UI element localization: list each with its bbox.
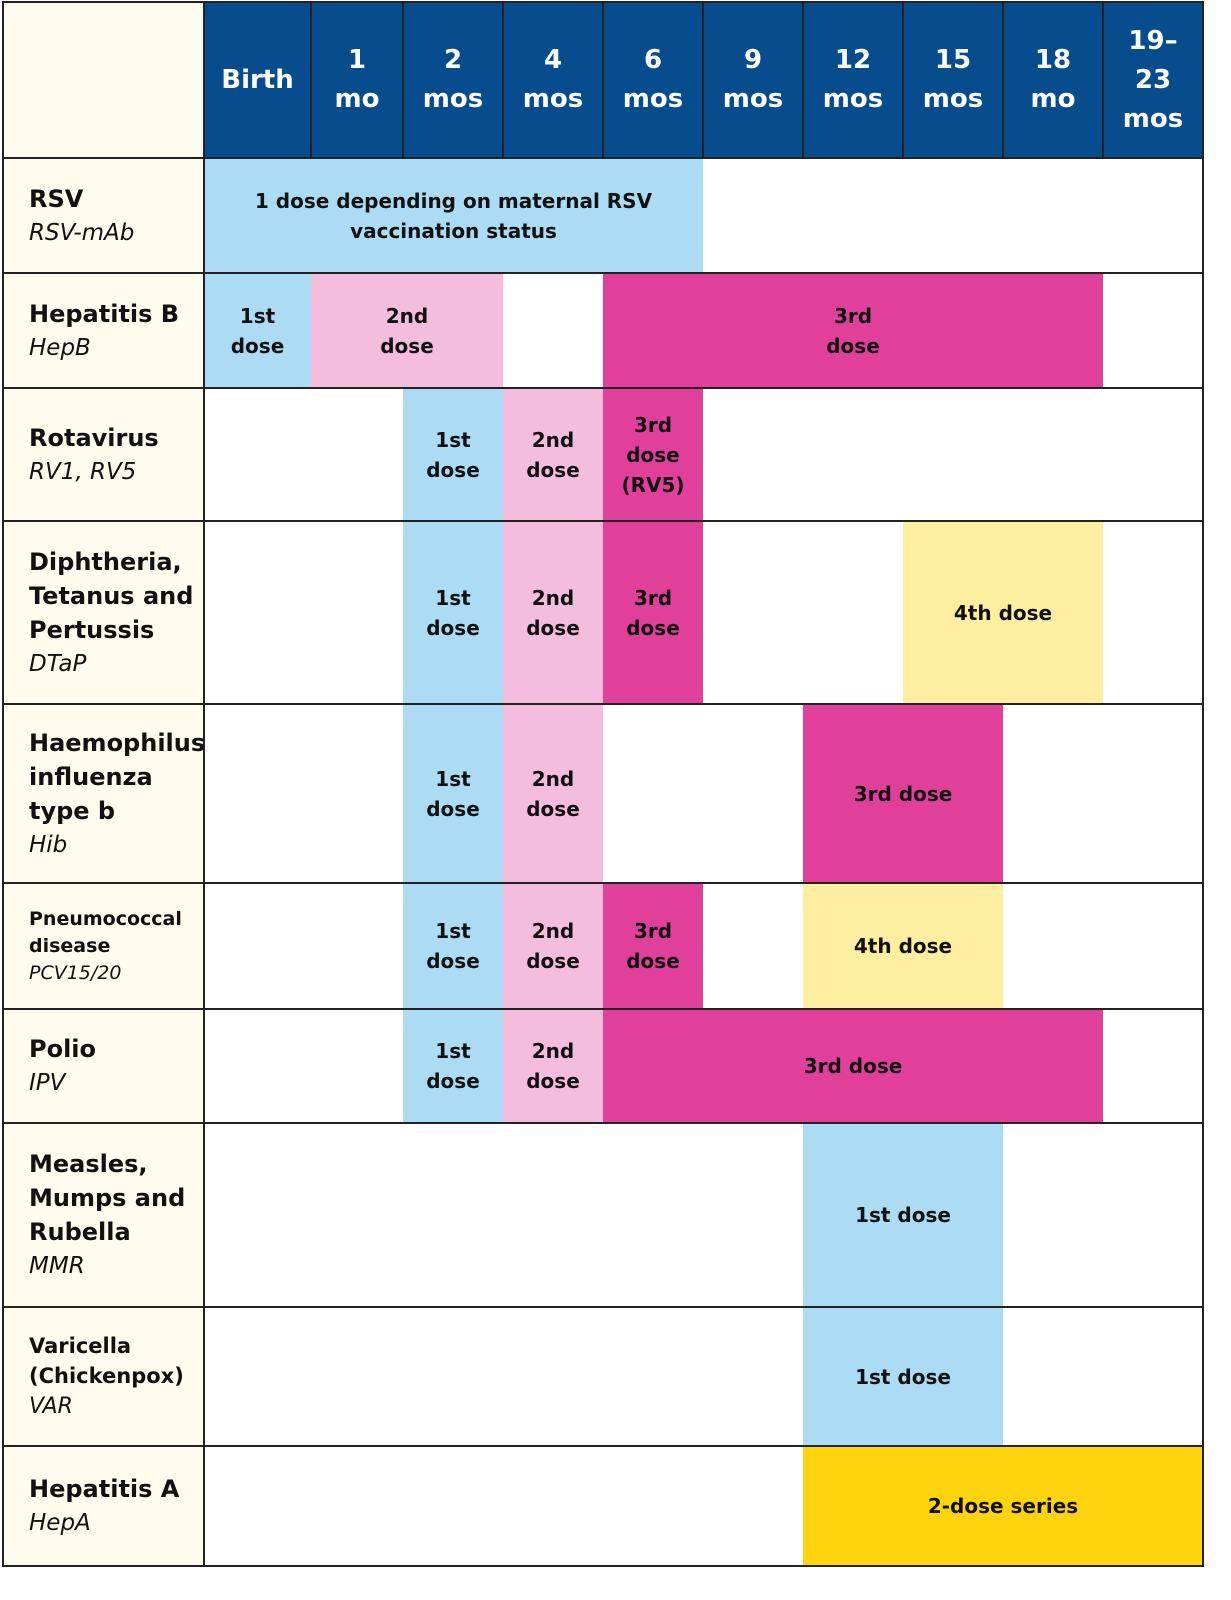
- row-divider: [3, 882, 1204, 884]
- vaccine-abbreviation: DTaP: [29, 650, 87, 677]
- column-header-8: 18 mo: [1003, 2, 1103, 158]
- vaccine-name: Hepatitis B: [29, 299, 180, 328]
- header-column-divider: [802, 1, 804, 159]
- vaccine-label: Haemophilus influenza type b Hib: [4, 704, 206, 883]
- dose-bar: 1st dose: [204, 273, 311, 388]
- row-divider: [3, 1445, 1204, 1447]
- row-divider: [3, 520, 1204, 522]
- header-column-divider: [402, 1, 404, 159]
- vaccine-abbreviation: PCV15/20: [29, 961, 122, 984]
- vaccine-label: Diphtheria, Tetanus and Pertussis DTaP: [4, 521, 204, 704]
- vaccine-abbreviation: MMR: [29, 1253, 85, 1279]
- vaccine-name: Measles, Mumps and Rubella: [29, 1150, 186, 1246]
- dose-bar: 1st dose: [403, 883, 503, 1009]
- vaccine-abbreviation: Hib: [29, 831, 68, 858]
- vaccine-name: Varicella (Chickenpox): [29, 1333, 184, 1388]
- row-divider: [3, 1008, 1204, 1010]
- column-header-1: 1 mo: [311, 2, 403, 158]
- vaccine-abbreviation: RSV-mAb: [29, 219, 135, 246]
- vaccine-label: RSV RSV-mAb: [4, 158, 204, 273]
- vaccine-name: Haemophilus influenza type b: [29, 728, 206, 825]
- dose-bar: 1st dose: [803, 1123, 1003, 1307]
- dose-bar: 3rd dose: [603, 521, 703, 704]
- column-header-2: 2 mos: [403, 2, 503, 158]
- dose-bar: 3rd dose: [803, 704, 1003, 883]
- vaccine-name: Rotavirus: [29, 423, 159, 452]
- header-corner-cell: [4, 2, 204, 158]
- column-header-7: 15 mos: [903, 2, 1003, 158]
- dose-bar: 2nd dose: [503, 388, 603, 521]
- vaccine-abbreviation: RV1, RV5: [29, 458, 137, 485]
- dose-bar: 3rd dose (RV5): [603, 388, 703, 521]
- column-header-4: 6 mos: [603, 2, 703, 158]
- dose-bar: 2nd dose: [503, 521, 603, 704]
- vaccine-name: Hepatitis A: [29, 1475, 180, 1503]
- row-divider: [3, 272, 1204, 274]
- column-header-0: Birth: [204, 2, 311, 158]
- header-column-divider: [1002, 1, 1004, 159]
- vaccine-name: Diphtheria, Tetanus and Pertussis: [29, 547, 194, 644]
- column-header-5: 9 mos: [703, 2, 803, 158]
- header-column-divider: [902, 1, 904, 159]
- column-header-9: 19– 23 mos: [1103, 2, 1203, 158]
- column-header-6: 12 mos: [803, 2, 903, 158]
- vaccine-label: Hepatitis A HepA: [4, 1446, 204, 1566]
- vaccine-name: RSV: [29, 184, 84, 213]
- row-divider: [3, 703, 1204, 705]
- vaccine-abbreviation: VAR: [29, 1393, 73, 1419]
- vaccine-abbreviation: IPV: [29, 1070, 66, 1096]
- dose-bar: 1st dose: [803, 1307, 1003, 1446]
- dose-bar: 2nd dose: [503, 704, 603, 883]
- dose-bar: 2nd dose: [503, 1009, 603, 1123]
- dose-bar: 2nd dose: [503, 883, 603, 1009]
- dose-bar: 4th dose: [803, 883, 1003, 1009]
- right-border: [1202, 1, 1204, 1567]
- row-divider: [3, 1306, 1204, 1308]
- vaccine-label: Pneumococcal disease PCV15/20: [4, 883, 204, 1009]
- row-divider: [3, 1565, 1204, 1567]
- header-column-divider: [702, 1, 704, 159]
- dose-bar: 1st dose: [403, 388, 503, 521]
- header-column-divider: [310, 1, 312, 159]
- dose-bar: 3rd dose: [603, 883, 703, 1009]
- dose-bar: 3rd dose: [603, 1009, 1103, 1123]
- header-column-divider: [1102, 1, 1104, 159]
- dose-bar: 3rd dose: [603, 273, 1103, 388]
- header-column-divider: [602, 1, 604, 159]
- dose-bar: 1st dose: [403, 1009, 503, 1123]
- vaccine-abbreviation: HepA: [29, 1510, 91, 1536]
- row-divider: [3, 387, 1204, 389]
- dose-bar: 1st dose: [403, 521, 503, 704]
- label-divider: [203, 1, 205, 1567]
- dose-bar: 1 dose depending on maternal RSV vaccina…: [204, 158, 703, 273]
- vaccine-abbreviation: HepB: [29, 334, 91, 361]
- dose-bar: 4th dose: [903, 521, 1103, 704]
- vaccine-label: Rotavirus RV1, RV5: [4, 388, 204, 521]
- left-border: [2, 1, 4, 1567]
- vaccine-name: Pneumococcal disease: [29, 907, 182, 957]
- vaccine-label: Measles, Mumps and Rubella MMR: [4, 1123, 204, 1307]
- vaccine-label: Varicella (Chickenpox) VAR: [4, 1307, 204, 1446]
- vaccine-name: Polio: [29, 1035, 97, 1063]
- dose-bar: 1st dose: [403, 704, 503, 883]
- vaccine-label: Hepatitis B HepB: [4, 273, 204, 388]
- row-divider: [3, 1122, 1204, 1124]
- vaccine-label: Polio IPV: [4, 1009, 204, 1123]
- column-header-3: 4 mos: [503, 2, 603, 158]
- dose-bar: 2-dose series: [803, 1446, 1203, 1566]
- dose-bar: 2nd dose: [311, 273, 503, 388]
- header-column-divider: [502, 1, 504, 159]
